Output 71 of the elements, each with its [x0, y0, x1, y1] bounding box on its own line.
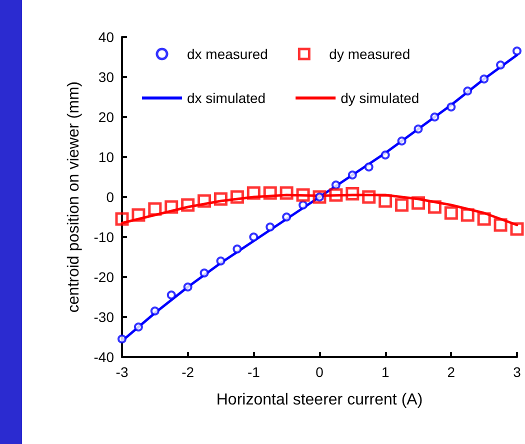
- point: [331, 180, 340, 190]
- point: [230, 190, 244, 204]
- x-axis-title: Horizontal steerer current (A): [216, 392, 423, 408]
- point: [395, 198, 409, 212]
- point: [414, 124, 423, 134]
- point: [150, 306, 160, 316]
- point: [444, 206, 458, 220]
- point: [296, 188, 310, 202]
- y-tick-label: -10: [94, 229, 114, 245]
- y-axis-title: centroid position on viewer (mm): [66, 81, 82, 313]
- y-tick-label: -30: [94, 309, 114, 325]
- point: [115, 212, 129, 226]
- point: [280, 186, 294, 200]
- point: [378, 194, 392, 208]
- point: [181, 198, 195, 212]
- point: [510, 222, 524, 236]
- x-tick-label: 1: [381, 364, 390, 380]
- point: [430, 112, 440, 122]
- point: [249, 232, 258, 242]
- legend-label: dy simulated: [340, 90, 420, 106]
- y-tick-label: -40: [94, 349, 114, 365]
- point: [477, 212, 491, 226]
- point: [198, 194, 212, 208]
- point: [460, 208, 474, 222]
- x-tick-label: -1: [247, 364, 260, 380]
- point: [480, 74, 489, 84]
- point: [428, 200, 442, 214]
- x-tick-label: 0: [316, 364, 324, 380]
- point: [214, 192, 228, 206]
- point: [346, 187, 360, 201]
- y-tick-label: 30: [98, 69, 114, 85]
- y-tick-label: 10: [98, 149, 114, 165]
- legend-label: dx measured: [187, 46, 268, 62]
- point: [132, 208, 146, 222]
- point: [364, 162, 374, 172]
- x-tick-label: -2: [182, 364, 194, 380]
- point: [200, 268, 209, 278]
- legend-label: dx simulated: [187, 90, 266, 106]
- point: [134, 322, 143, 332]
- x-tick-label: 2: [447, 364, 456, 380]
- point: [348, 170, 357, 180]
- point: [148, 202, 162, 216]
- y-tick-label: -20: [94, 269, 114, 285]
- point: [446, 102, 456, 112]
- point: [216, 256, 226, 266]
- point: [380, 150, 390, 160]
- legend-label: dy measured: [329, 46, 410, 62]
- point: [329, 188, 343, 202]
- point: [118, 334, 126, 344]
- point: [298, 200, 308, 210]
- point: [166, 290, 176, 300]
- point: [263, 186, 277, 200]
- point: [266, 222, 275, 232]
- point: [412, 196, 425, 210]
- point: [463, 86, 472, 96]
- y-tick-label: 20: [98, 109, 114, 125]
- point: [512, 46, 522, 56]
- point: [232, 244, 242, 254]
- point: [494, 218, 508, 232]
- point: [246, 186, 260, 200]
- point: [496, 60, 506, 70]
- point: [397, 136, 406, 146]
- x-tick-label: -3: [116, 364, 128, 380]
- y-tick-label: 0: [106, 189, 114, 205]
- x-tick-label: 3: [513, 364, 522, 380]
- point: [183, 282, 192, 292]
- point: [164, 200, 178, 214]
- point: [312, 190, 326, 204]
- y-tick-label: 40: [98, 29, 114, 45]
- point: [362, 190, 376, 204]
- point: [282, 212, 292, 222]
